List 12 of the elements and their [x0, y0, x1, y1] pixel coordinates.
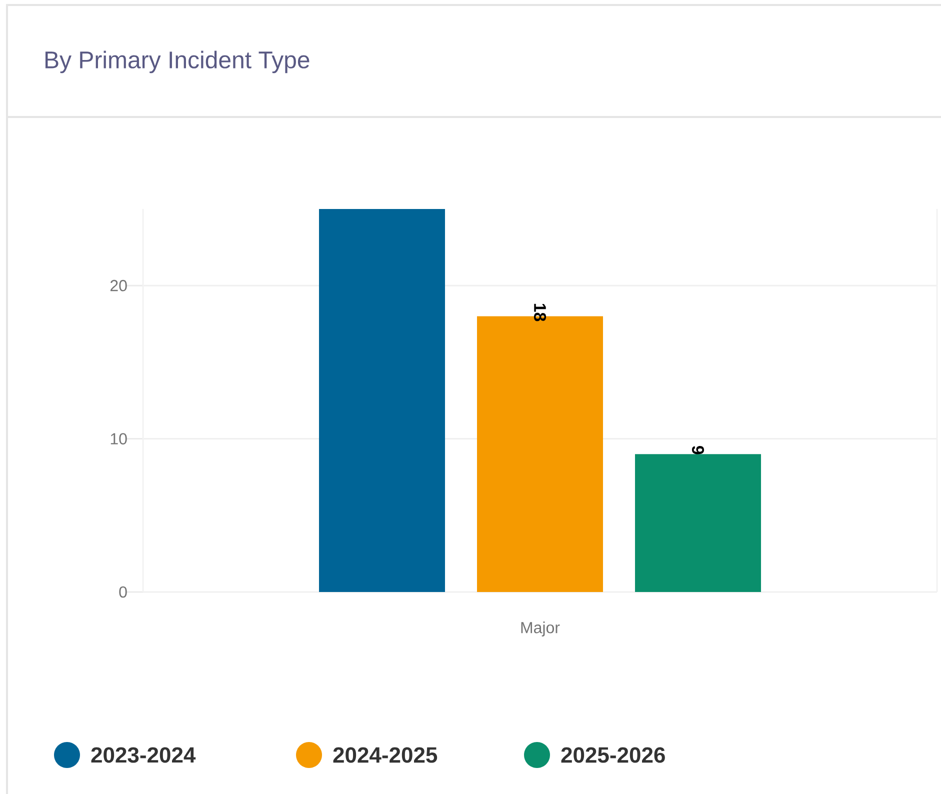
y-tick-label: 0: [119, 586, 127, 598]
chart-title: By Primary Incident Type: [45, 50, 310, 74]
x-tick-label: Major: [521, 622, 560, 636]
bar: [319, 208, 446, 592]
bar: [635, 454, 762, 592]
data-label: 18: [534, 304, 546, 322]
data-label: 9: [692, 446, 704, 454]
y-tick-label: 10: [110, 433, 127, 444]
legend-label: 2025-2026: [561, 747, 665, 763]
legend-label: 2024-2025: [333, 747, 438, 763]
legend-label: 2023-2024: [91, 747, 196, 763]
y-tick-label: 20: [110, 280, 127, 292]
